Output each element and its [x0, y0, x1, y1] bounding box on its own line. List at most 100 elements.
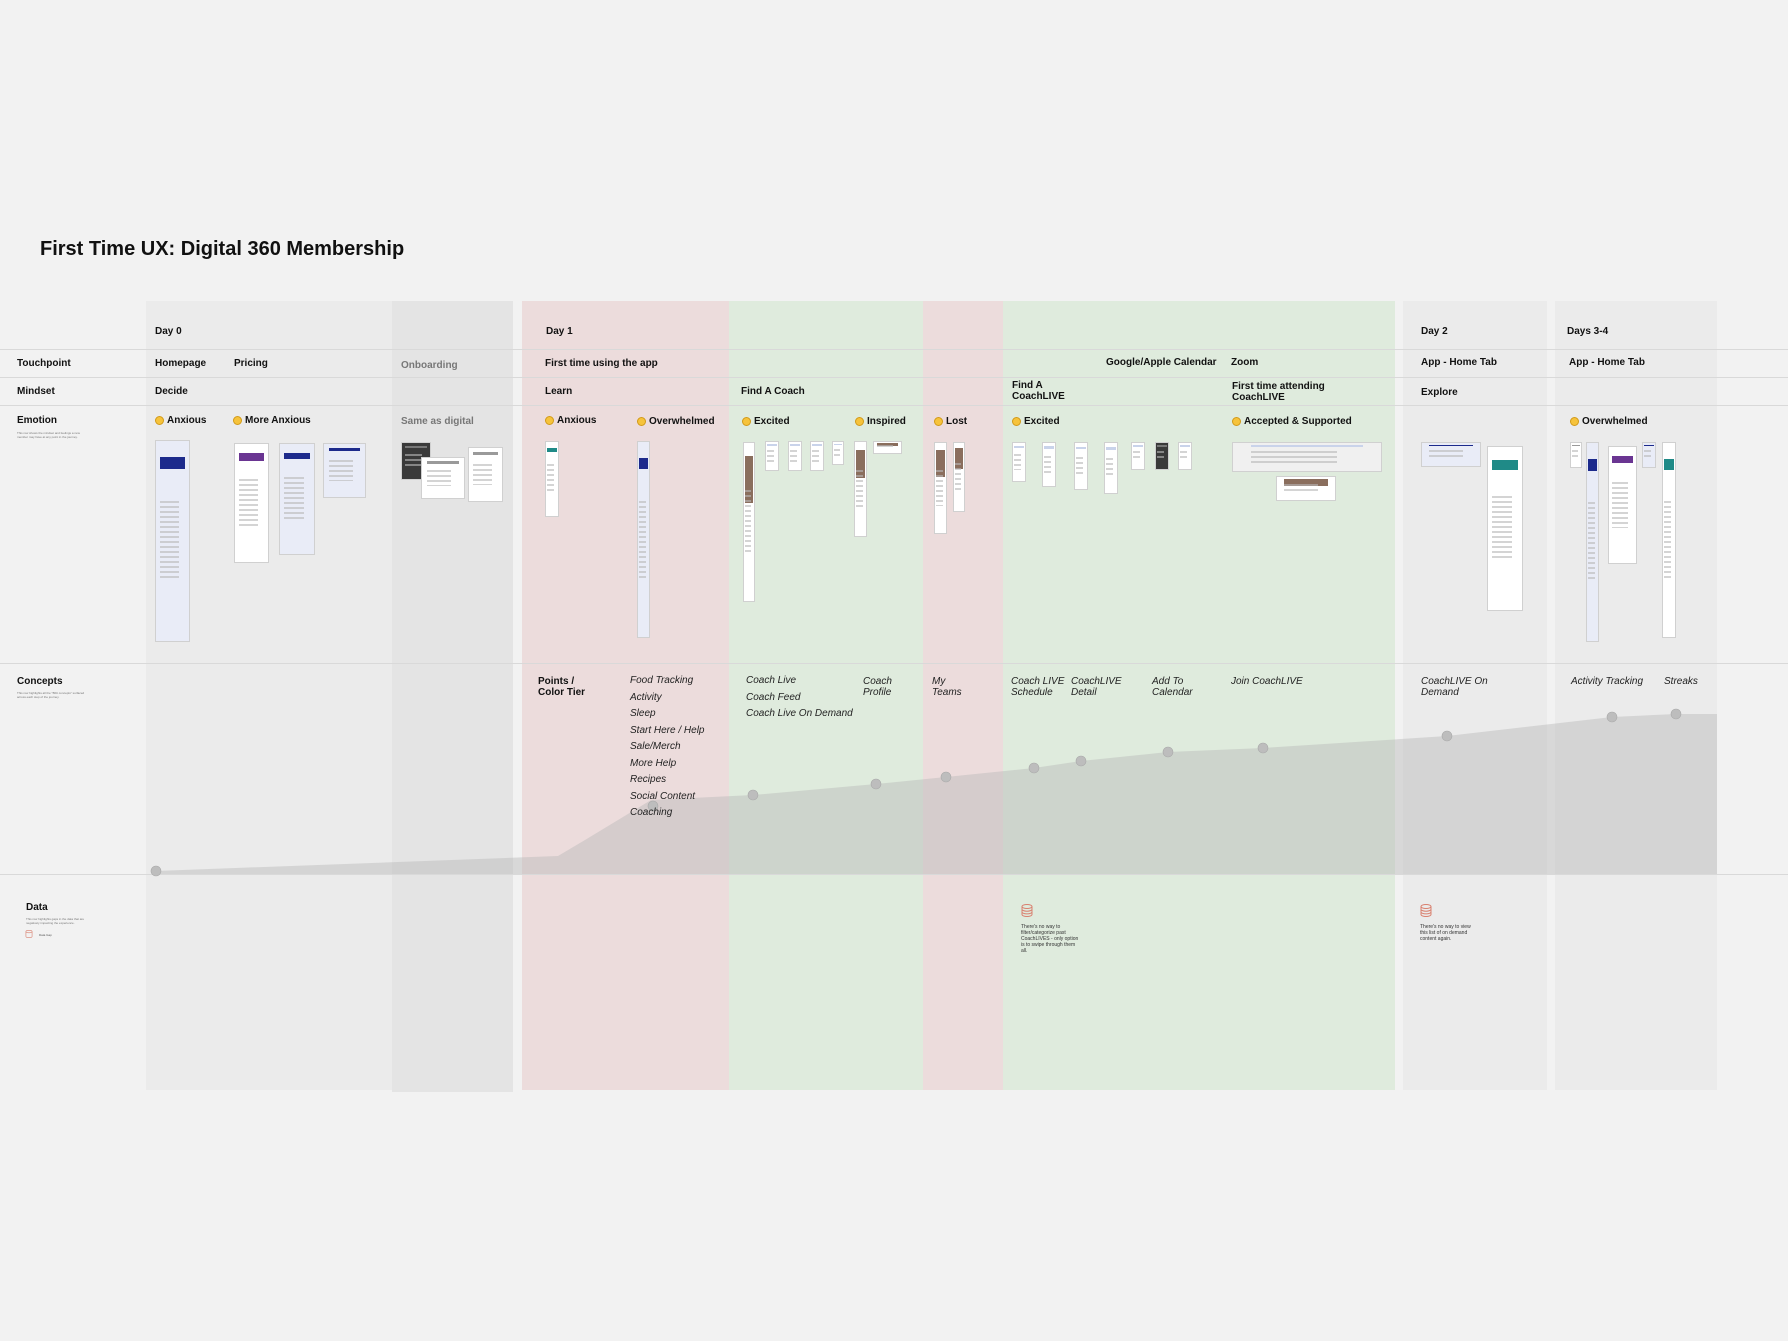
screenshot-thumbnail [765, 441, 779, 471]
band-day2 [1403, 301, 1547, 1090]
row-label-emotion: Emotion [17, 415, 57, 426]
screenshot-thumbnail [788, 441, 802, 471]
concept-learn-list: Food Tracking Activity Sleep Start Here … [630, 675, 704, 824]
concept-activity-tracking: Activity Tracking [1571, 676, 1644, 687]
row-desc-emotion: This row shows the mindset and feelings … [17, 431, 80, 439]
screenshot-thumbnail [1487, 446, 1523, 611]
emotion-overwhelmed-day1: Overwhelmed [637, 416, 715, 427]
mindset-learn: Learn [545, 386, 573, 397]
concept-join-coachlive: Join CoachLIVE [1231, 676, 1303, 687]
curve-point [1075, 755, 1087, 767]
screenshot-thumbnail [854, 441, 867, 537]
screenshot-thumbnail [1642, 442, 1656, 468]
phase-days34: Days 3-4 [1567, 326, 1609, 337]
band-lost [923, 301, 1003, 1090]
curve-point [1028, 762, 1040, 774]
screenshot-thumbnail [637, 441, 650, 638]
screenshot-thumbnail [810, 441, 824, 471]
touchpoint-homepage: Homepage [155, 358, 207, 369]
touchpoint-pricing: Pricing [234, 358, 268, 369]
touchpoint-onboarding: Onboarding [401, 360, 458, 371]
concept-item: Sale/Merch [630, 741, 681, 752]
curve-point [1257, 742, 1269, 754]
overwhelmed-face-icon [637, 417, 646, 426]
mindset-explore: Explore [1421, 387, 1458, 398]
overwhelmed-face-icon [1570, 417, 1579, 426]
screenshot-thumbnail [1012, 442, 1026, 482]
concept-coach-list: Coach Live Coach Feed Coach Live On Dema… [746, 675, 853, 725]
data-gap-legend-label: Data Gap [39, 933, 52, 937]
emotion-label: More Anxious [245, 415, 311, 426]
screenshot-thumbnail [1131, 442, 1145, 470]
row-label-mindset: Mindset [17, 386, 55, 397]
screenshot-thumbnail [1421, 442, 1481, 467]
emotion-label: Anxious [557, 415, 597, 426]
concept-item: Food Tracking [630, 675, 694, 686]
screenshot-thumbnail [1662, 442, 1676, 638]
concept-item: Activity [630, 691, 662, 703]
curve-point [940, 771, 952, 783]
concept-item: Social Content [630, 790, 696, 802]
mindset-find-coach: Find A Coach [741, 386, 805, 397]
concept-coachlive-on-demand: CoachLIVE On Demand [1421, 676, 1488, 698]
worried-face-icon [233, 416, 242, 425]
screenshot-thumbnail [421, 457, 465, 499]
concept-coachlive-detail: CoachLIVE Detail [1071, 676, 1122, 698]
emotion-excited-coach: Excited [742, 416, 790, 427]
concept-item: Coach Live On Demand [746, 708, 853, 719]
touchpoint-first-time-app: First time using the app [545, 358, 658, 369]
concept-points-color-tier: Points / Color Tier [538, 676, 586, 698]
row-label-touchpoint: Touchpoint [17, 358, 71, 369]
emotion-anxious-day1: Anxious [545, 415, 596, 426]
screenshot-thumbnail [279, 443, 315, 555]
band-onboarding [392, 301, 513, 1092]
divider-mindset [0, 377, 1788, 378]
data-gap-note-coachlive: There's no way to filter/categorize past… [1021, 924, 1079, 954]
screenshot-thumbnail [1104, 442, 1118, 494]
band-day0 [146, 301, 392, 1090]
emotion-label: Inspired [867, 416, 906, 427]
emotion-label: Lost [946, 416, 968, 427]
confused-face-icon [934, 417, 943, 426]
curve-point [1670, 708, 1682, 720]
emotion-inspired: Inspired [855, 416, 906, 427]
screenshot-thumbnail [953, 442, 965, 512]
divider-concepts [0, 663, 1788, 664]
touchpoint-app-home-days34: App - Home Tab [1569, 357, 1645, 368]
emotion-label: Excited [1024, 416, 1060, 427]
row-label-data: Data [26, 902, 48, 913]
screenshot-thumbnail [743, 442, 755, 602]
screenshot-thumbnail [1570, 442, 1582, 468]
concept-item: Coach Live [746, 675, 797, 686]
curve-point [1441, 730, 1453, 742]
smiling-face-icon [1012, 417, 1021, 426]
concept-my-teams: My Teams [932, 676, 962, 698]
screenshot-thumbnail [832, 441, 844, 465]
row-label-concepts: Concepts [17, 676, 63, 687]
screenshot-thumbnail [1608, 446, 1637, 564]
concept-streaks: Streaks [1664, 676, 1698, 687]
band-coachlive [1003, 301, 1395, 1090]
screenshot-thumbnail [1178, 442, 1192, 470]
row-desc-concepts: This row highlights all the "BFit concep… [17, 691, 85, 699]
emotion-lost: Lost [934, 416, 967, 427]
emotion-label: Excited [754, 416, 790, 427]
phase-day2: Day 2 [1421, 326, 1448, 337]
concept-item: Coaching [630, 807, 673, 818]
screenshot-thumbnail [1074, 442, 1088, 490]
curve-point [647, 800, 659, 812]
emotion-label: Overwhelmed [1582, 416, 1648, 427]
data-gap-legend-icon [25, 930, 33, 938]
emotion-same-as-digital: Same as digital [401, 416, 474, 427]
divider-emotion [0, 405, 1788, 406]
screenshot-thumbnail [1042, 442, 1056, 487]
divider-touchpoint [0, 349, 1788, 350]
screenshot-thumbnail [1586, 442, 1599, 642]
emotion-accepted-supported: Accepted & Supported [1232, 416, 1352, 427]
phase-day1: Day 1 [546, 326, 573, 337]
curve-point [747, 789, 759, 801]
emotion-more-anxious: More Anxious [233, 415, 311, 426]
screenshot-thumbnail [934, 442, 947, 534]
